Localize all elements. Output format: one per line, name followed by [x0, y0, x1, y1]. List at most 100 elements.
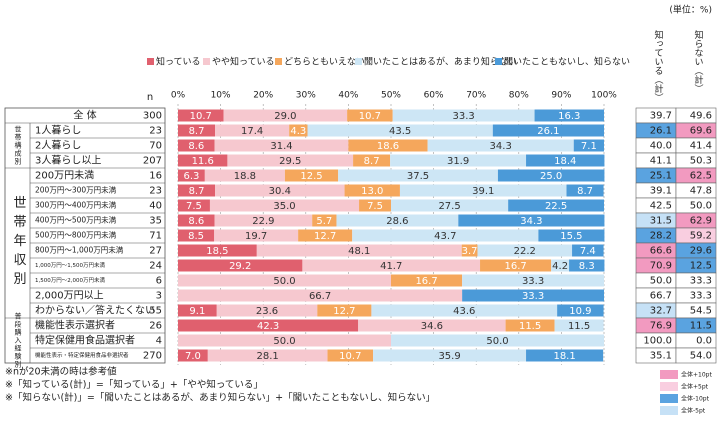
bar-segment [302, 259, 481, 272]
summary-value: 69.6 [690, 126, 712, 137]
highlight-swatch [660, 382, 678, 391]
bar-segment [373, 349, 527, 362]
x-tick-label: 30% [296, 91, 316, 101]
bar-segment [566, 184, 604, 197]
data-label: 42.3 [257, 321, 279, 332]
data-label: 30.4 [269, 186, 291, 197]
bar-segment [458, 214, 605, 227]
summary-value: 25.1 [650, 171, 672, 182]
summary-header: 知らない（計） [693, 29, 704, 93]
row-label: 400万円～500万円未満 [35, 215, 117, 225]
summary-value: 76.9 [650, 321, 672, 332]
group-label: 世帯年収別 [11, 196, 27, 291]
data-label: 43.6 [453, 306, 475, 317]
data-label: 12.5 [300, 171, 322, 182]
data-label: 35.0 [273, 201, 295, 212]
bar-segment [207, 349, 328, 362]
bar-segment [298, 229, 353, 242]
bar-segment [178, 124, 216, 137]
bar-segment [289, 124, 308, 137]
bar-segment [462, 289, 604, 302]
row-label: 3人暮らし以上 [35, 154, 101, 167]
x-tick-label: 80% [509, 91, 529, 101]
bar-segment [557, 304, 604, 317]
data-label: 50.0 [486, 336, 508, 347]
summary-value: 32.7 [650, 306, 672, 317]
bar-segment [347, 109, 393, 122]
legend-swatch [495, 58, 502, 65]
data-label: 8.7 [364, 156, 380, 167]
data-label: 16.3 [558, 111, 580, 122]
bar-segment [508, 199, 604, 212]
summary-value: 54.0 [690, 351, 712, 362]
summary-value: 33.3 [690, 276, 712, 287]
legend-label: 知っている [156, 56, 201, 68]
data-label: 8.5 [188, 231, 204, 242]
bar-segment [215, 184, 345, 197]
data-label: 8.6 [188, 141, 204, 152]
data-label: 33.3 [453, 111, 475, 122]
row-label: 機能性表示選択者 [35, 319, 115, 332]
data-label: 50.0 [273, 336, 295, 347]
bar-segment [209, 199, 360, 212]
bar-segment [427, 139, 574, 152]
data-label: 8.7 [189, 186, 205, 197]
data-label: 22.5 [545, 201, 567, 212]
n-value: 23 [149, 126, 162, 137]
bar-segment [284, 169, 339, 182]
row-label: 特定保健用食品選択者 [35, 334, 135, 347]
highlight-swatch [660, 370, 678, 379]
summary-value: 59.2 [690, 231, 712, 242]
data-label: 11.6 [192, 156, 214, 167]
data-label: 10.7 [339, 351, 361, 362]
n-value: 40 [149, 201, 162, 212]
data-label: 4.2 [552, 261, 568, 272]
x-tick-label: 40% [338, 91, 358, 101]
legend-swatch [203, 58, 210, 65]
data-label: 27.5 [438, 201, 460, 212]
summary-value: 39.7 [650, 111, 672, 122]
bar-segment [492, 124, 604, 137]
n-value: 35 [149, 216, 162, 227]
legend-label: やや知っている [212, 56, 275, 68]
highlight-swatch [660, 394, 678, 403]
summary-value: 41.1 [650, 156, 672, 167]
summary-value: 40.0 [650, 141, 672, 152]
data-label: 11.5 [519, 321, 541, 332]
bar-segment [477, 244, 573, 257]
highlight-swatch [660, 406, 678, 415]
summary-value: 62.5 [690, 171, 712, 182]
bar-segment [214, 214, 313, 227]
bar-segment [178, 319, 359, 332]
bar-segment [338, 169, 498, 182]
legend-swatch [275, 58, 282, 65]
bar-segment [216, 304, 318, 317]
bar-segment [214, 139, 349, 152]
data-label: 37.5 [407, 171, 429, 182]
summary-value: 62.9 [690, 216, 712, 227]
bar-segment [572, 244, 604, 257]
data-label: 33.3 [522, 276, 544, 287]
bar-segment [178, 139, 215, 152]
row-label: 2,000万円以上 [35, 290, 104, 302]
data-label: 23.6 [256, 306, 278, 317]
data-label: 29.2 [229, 261, 251, 272]
summary-value: 47.8 [690, 186, 712, 197]
bar-segment [307, 124, 493, 137]
bar-segment [390, 154, 527, 167]
data-label: 10.7 [190, 111, 212, 122]
data-label: 33.3 [522, 291, 544, 302]
data-label: 26.1 [537, 126, 559, 137]
bar-segment [461, 244, 478, 257]
row-label: 500万円～800万円未満 [35, 230, 117, 240]
row-label: 1,000万円～1,500万円未満 [35, 261, 105, 269]
legend-swatch [355, 58, 362, 65]
note: ※「知っている(計)」=「知っている」+「やや知っている」 [5, 379, 263, 391]
data-label: 7.0 [185, 351, 201, 362]
legend-swatch [147, 58, 154, 65]
data-label: 29.0 [274, 111, 296, 122]
bar-segment [215, 124, 290, 137]
x-tick-label: 50% [381, 91, 401, 101]
x-tick-label: 100% [591, 91, 617, 101]
n-value: 70 [149, 141, 162, 152]
